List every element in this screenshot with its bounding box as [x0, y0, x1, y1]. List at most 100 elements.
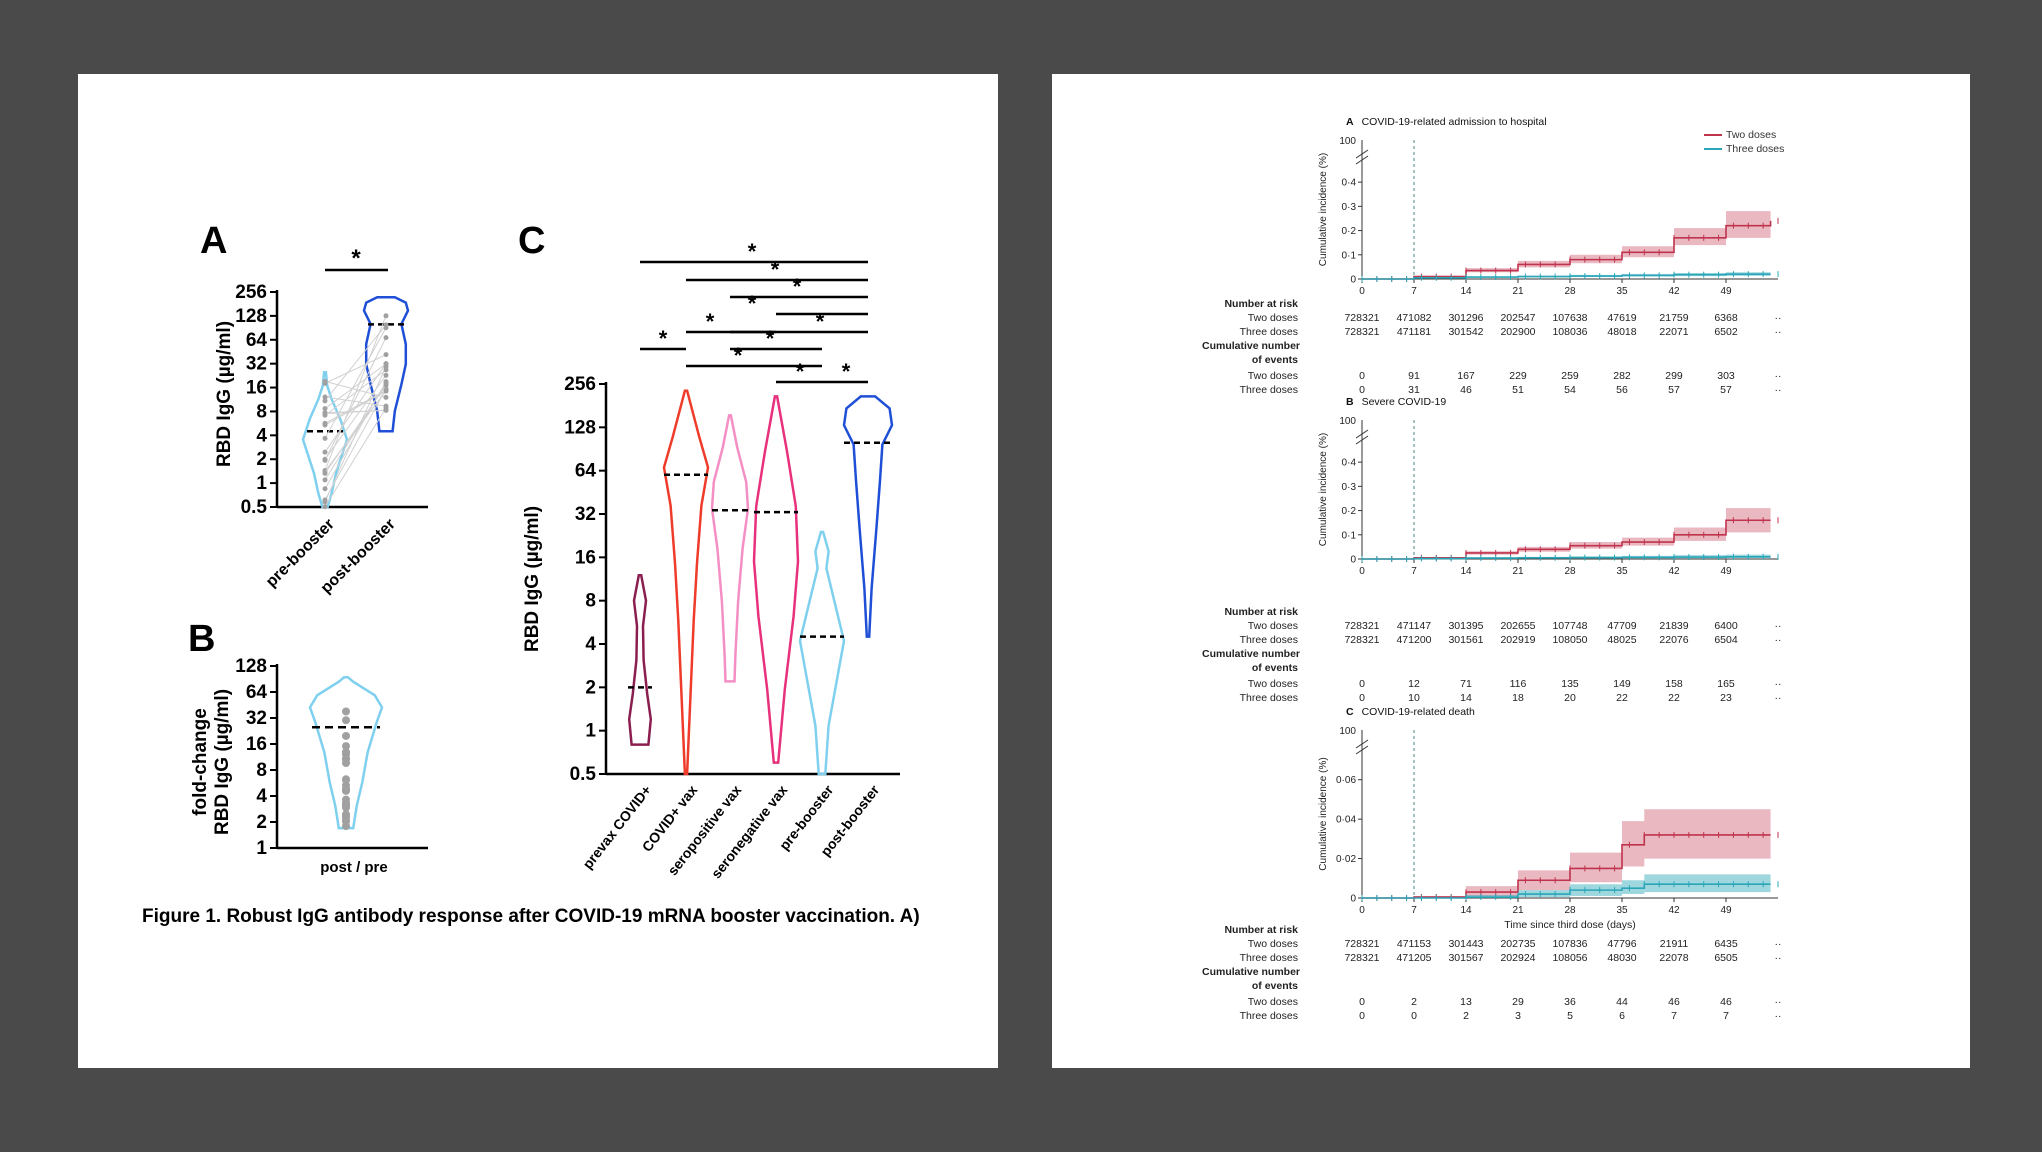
risk-cell: 301443: [1441, 938, 1491, 950]
risk-cell: 202735: [1493, 938, 1543, 950]
km-panel-title-text: COVID-19-related death: [1362, 706, 1475, 718]
risk-table: Number at risk Cumulative number of events…: [1202, 606, 1842, 696]
risk-row-label: Three doses: [1202, 952, 1298, 964]
panel-c-y-tick-label: 4: [585, 634, 596, 655]
risk-table-row: Three doses 728321 471205 301567 202924 10805…: [1202, 952, 1842, 966]
risk-cell: 301561: [1441, 634, 1491, 646]
km-y-tick-label: 0: [1350, 894, 1356, 905]
km-legend: Two doses Three doses: [1704, 128, 1784, 156]
significance-star: *: [796, 359, 805, 384]
km-x-tick-label: 0: [1359, 905, 1365, 916]
risk-cell: 2: [1389, 996, 1439, 1008]
km-x-tick-label: 49: [1720, 566, 1732, 577]
km-panel-title: B Severe COVID-19: [1346, 396, 1446, 408]
risk-cell: 728321: [1337, 634, 1387, 646]
panel-c-y-tick-label: 1: [585, 721, 596, 742]
risk-cell: 301395: [1441, 620, 1491, 632]
risk-table-row: Three doses 0 0 2 3 5 6 7 7 ··: [1202, 1010, 1842, 1024]
risk-row-label: Two doses: [1202, 620, 1298, 632]
significance-star: *: [793, 274, 802, 299]
risk-row-label: Two doses: [1202, 312, 1298, 324]
risk-cell: 46: [1441, 384, 1491, 396]
risk-cell: 728321: [1337, 952, 1387, 964]
risk-row-label: Two doses: [1202, 678, 1298, 690]
risk-cell: 0: [1337, 370, 1387, 382]
risk-row-label: Three doses: [1202, 326, 1298, 338]
risk-cell: ··: [1753, 370, 1803, 382]
legend-label: Two doses: [1726, 129, 1776, 141]
km-x-tick-label: 14: [1460, 566, 1472, 577]
risk-cell: 471181: [1389, 326, 1439, 338]
risk-table-row: Three doses 728321 471200 301561 202919 10805…: [1202, 634, 1842, 648]
risk-cell: 48030: [1597, 952, 1647, 964]
risk-cell: 51: [1493, 384, 1543, 396]
significance-star: *: [706, 309, 715, 334]
risk-cell: ··: [1753, 938, 1803, 950]
risk-cell: 107836: [1545, 938, 1595, 950]
risk-table-row: Two doses 728321 471147 301395 202655 107748 4…: [1202, 620, 1842, 634]
cumulative-events-header: Cumulative number: [1202, 648, 1298, 660]
risk-row-label: Two doses: [1202, 938, 1298, 950]
km-y-tick-label: 0·2: [1342, 506, 1357, 517]
km-x-tick-label: 7: [1411, 286, 1417, 297]
right-figure-page: 0 0·1 0·2 0·3 0·4 100 Cumulative incidence (%)…: [1052, 74, 1970, 1068]
km-x-tick-label: 21: [1512, 905, 1524, 916]
confidence-band: [1362, 206, 1771, 279]
risk-cell: 202655: [1493, 620, 1543, 632]
risk-row-label: Three doses: [1202, 384, 1298, 396]
km-y-tick-label: 0: [1350, 555, 1356, 566]
risk-cell: 471200: [1389, 634, 1439, 646]
risk-cell: 2: [1441, 1010, 1491, 1022]
violin-shape: [712, 415, 748, 681]
km-y-tick-label: 100: [1339, 726, 1356, 737]
left-figure-page: A B C 256 128 64 32 16 8 4 2 1 0.5 RBD IgG (µg/ml)…: [78, 74, 998, 1068]
km-x-tick-label: 35: [1616, 286, 1628, 297]
risk-cell: 165: [1701, 678, 1751, 690]
risk-cell: 57: [1701, 384, 1751, 396]
risk-cell: 47709: [1597, 620, 1647, 632]
km-x-tick-label: 0: [1359, 286, 1365, 297]
risk-cell: 14: [1441, 692, 1491, 704]
risk-cell: 54: [1545, 384, 1595, 396]
risk-cell: 46: [1649, 996, 1699, 1008]
legend-swatch: [1704, 134, 1722, 136]
significance-star: *: [659, 326, 668, 351]
km-y-tick-label: 0·06: [1336, 775, 1356, 786]
km-y-tick-label: 0·4: [1342, 178, 1357, 189]
risk-cell: 29: [1493, 996, 1543, 1008]
confidence-band: [1362, 508, 1771, 559]
significance-star: *: [771, 257, 780, 282]
risk-cell: 135: [1545, 678, 1595, 690]
risk-cell: 107638: [1545, 312, 1595, 324]
risk-cell: 728321: [1337, 312, 1387, 324]
risk-cell: 21839: [1649, 620, 1699, 632]
cumulative-events-header: Cumulative number: [1202, 340, 1298, 352]
risk-cell: 91: [1389, 370, 1439, 382]
risk-cell: 6: [1597, 1010, 1647, 1022]
risk-cell: 728321: [1337, 938, 1387, 950]
significance-star: *: [816, 309, 825, 334]
km-x-tick-label: 42: [1668, 286, 1680, 297]
risk-cell: 728321: [1337, 326, 1387, 338]
risk-cell: 471147: [1389, 620, 1439, 632]
risk-cell: 48018: [1597, 326, 1647, 338]
risk-cell: ··: [1753, 692, 1803, 704]
violin-shape: [800, 532, 844, 774]
km-x-tick-label: 14: [1460, 286, 1472, 297]
km-panel-title-text: COVID-19-related admission to hospital: [1362, 116, 1547, 128]
number-at-risk-header: Number at risk: [1202, 606, 1298, 618]
km-x-tick-label: 7: [1411, 905, 1417, 916]
legend-swatch: [1704, 148, 1722, 150]
significance-star: *: [842, 359, 851, 384]
risk-cell: 21911: [1649, 938, 1699, 950]
km-panel-letter: A: [1346, 116, 1354, 128]
panel-c-y-tick-label: 16: [575, 547, 596, 568]
risk-cell: 6502: [1701, 326, 1751, 338]
km-panel-letter: C: [1346, 706, 1354, 718]
risk-cell: 116: [1493, 678, 1543, 690]
risk-cell: 6368: [1701, 312, 1751, 324]
risk-table-row: Two doses 728321 471082 301296 202547 107638 4…: [1202, 312, 1842, 326]
significance-star: *: [766, 326, 775, 351]
risk-cell: 0: [1337, 678, 1387, 690]
risk-cell: ··: [1753, 952, 1803, 964]
